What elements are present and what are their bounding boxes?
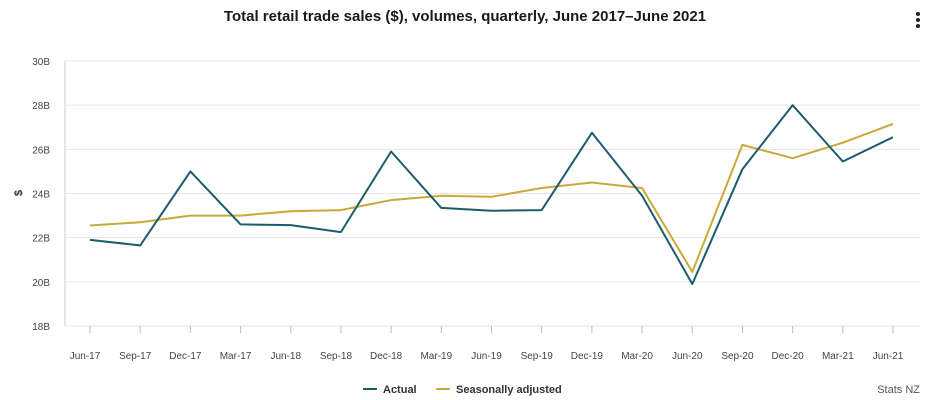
x-tick-label: Dec-19 [571,351,604,362]
y-tick-label: 28B [32,101,50,112]
y-tick-label: 24B [32,190,50,201]
x-tick-label: Sep-19 [521,351,554,362]
y-tick-label: 20B [32,278,50,289]
y-tick-label: 18B [32,322,50,333]
source-credit: Stats NZ [877,384,920,396]
x-tick-label: Mar-17 [220,351,252,362]
x-tick-label: Dec-20 [772,351,805,362]
legend: Actual Seasonally adjusted [363,384,562,396]
legend-item-actual[interactable]: Actual [363,384,417,396]
x-tick-label: Jun-18 [270,351,301,362]
y-tick-label: 30B [32,57,50,68]
series-line-seasonally-adjusted[interactable] [89,122,894,273]
x-tick-label: Dec-17 [169,351,202,362]
legend-label: Actual [383,384,417,396]
chart-title: Total retail trade sales ($), volumes, q… [223,8,707,25]
x-tick-label: Jun-17 [70,351,101,362]
x-tick-label: Mar-21 [822,351,854,362]
x-tick-label: Mar-20 [621,351,653,362]
x-tick-label: Jun-19 [471,351,502,362]
x-tick-label: Jun-20 [672,351,703,362]
legend-label: Seasonally adjusted [456,384,562,396]
more-vertical-icon[interactable] [908,12,928,32]
x-tick-label: Mar-19 [420,351,452,362]
x-tick-label: Sep-18 [320,351,353,362]
x-tick-label: Sep-20 [721,351,754,362]
x-tick-label: Dec-18 [370,351,403,362]
x-tick-label: Jun-21 [873,351,904,362]
series-line-actual[interactable] [89,104,894,285]
y-tick-label: 26B [32,145,50,156]
legend-item-seasonally-adjusted[interactable]: Seasonally adjusted [436,384,562,396]
y-tick-label: 22B [32,234,50,245]
y-axis-label: $ [13,190,25,196]
grid-lines [64,60,920,333]
y-tick-labels: 18B 20B 22B 24B 26B 28B 30B [32,57,50,333]
series-lines [89,104,894,285]
x-tick-label: Sep-17 [119,351,152,362]
x-tick-labels: Jun-17 Sep-17 Dec-17 Mar-17 Jun-18 Sep-18 Dec-… [70,351,904,362]
